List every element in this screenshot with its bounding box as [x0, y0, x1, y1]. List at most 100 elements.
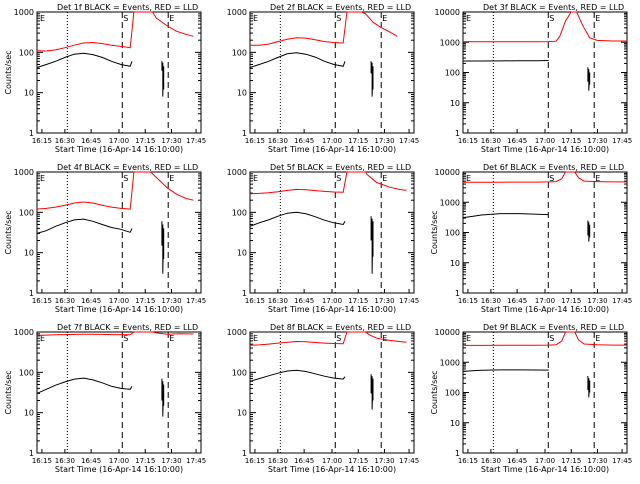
x-tick-label: 17:15	[135, 297, 155, 305]
x-tick-label: 17:00	[535, 457, 555, 465]
y-tick-label: 100	[232, 208, 247, 217]
marker-label-S: S	[549, 14, 554, 23]
y-tick-label: 10	[450, 419, 460, 428]
series-lld-line	[463, 171, 627, 183]
x-tick-label: 17:45	[612, 297, 632, 305]
x-axis-label: Start Time (16-Apr-14 16:10:00)	[268, 305, 396, 314]
marker-label-S: S	[336, 174, 341, 183]
x-tick-label: 16:15	[458, 137, 478, 145]
plot-frame	[462, 11, 628, 134]
series-events-line	[36, 52, 133, 68]
x-tick-label: 17:45	[612, 137, 632, 145]
chart-panel-6: Det 6f BLACK = Events, RED = LLD 1 10 100 10…	[430, 163, 632, 314]
x-axis-label: Start Time (16-Apr-14 16:10:00)	[268, 465, 396, 474]
x-tick-label: 16:45	[294, 137, 314, 145]
x-tick-label: 16:15	[32, 297, 52, 305]
y-tick-label: 10	[237, 89, 247, 98]
series-lld-line	[36, 171, 194, 210]
chart-panel-3: Det 3f BLACK = Events, RED = LLD 1 10 100 10…	[435, 3, 633, 154]
y-tick-label: 1	[29, 449, 34, 458]
chart-panel-9: Det 9f BLACK = Events, RED = LLD 1 10 100 10…	[430, 323, 632, 474]
series-events-line	[587, 376, 591, 398]
x-tick-label: 16:45	[81, 457, 101, 465]
y-tick-label: 100	[232, 48, 247, 57]
x-tick-label: 17:45	[186, 457, 206, 465]
plot-frame	[249, 171, 415, 294]
x-tick-label: 17:00	[109, 457, 129, 465]
x-tick-label: 16:30	[268, 297, 288, 305]
x-tick-label: 17:45	[399, 297, 419, 305]
x-tick-label: 16:30	[55, 297, 75, 305]
x-tick-label: 17:45	[612, 457, 632, 465]
chart-title: Det 3f BLACK = Events, RED = LLD	[483, 3, 624, 12]
marker-label-E: E	[595, 334, 600, 343]
series-lld-line	[250, 11, 398, 46]
y-tick-label: 100	[232, 368, 247, 377]
chart-title: Det 6f BLACK = Events, RED = LLD	[483, 163, 624, 172]
x-tick-label: 17:45	[186, 297, 206, 305]
x-tick-label: 17:30	[587, 457, 607, 465]
y-tick-label: 100	[19, 208, 34, 217]
x-tick-label: 17:30	[374, 457, 394, 465]
x-tick-label: 16:30	[268, 457, 288, 465]
x-tick-label: 16:45	[81, 297, 101, 305]
chart-title: Det 7f BLACK = Events, RED = LLD	[57, 323, 198, 332]
marker-label-S: S	[123, 14, 128, 23]
x-tick-label: 17:15	[348, 297, 368, 305]
y-tick-label: 1000	[227, 328, 247, 337]
chart-panel-4: Det 4f BLACK = Events, RED = LLD 1 10 100 10…	[4, 163, 206, 314]
chart-panel-8: Det 8f BLACK = Events, RED = LLD 1 10 100 10…	[227, 323, 420, 474]
x-tick-label: 16:15	[245, 297, 265, 305]
series-lld-line	[463, 331, 627, 346]
y-tick-label: 1	[455, 289, 460, 298]
x-tick-label: 17:45	[399, 457, 419, 465]
x-tick-label: 17:15	[135, 137, 155, 145]
series-events-line	[587, 67, 591, 91]
series-events-line	[161, 378, 165, 417]
plot-frame	[249, 331, 415, 454]
series-events-line	[462, 213, 549, 219]
y-axis-label: Counts/sec	[430, 210, 439, 254]
x-tick-label: 16:15	[245, 457, 265, 465]
y-tick-label: 10000	[435, 328, 460, 337]
series-lld-line	[36, 11, 194, 52]
y-tick-label: 1	[242, 129, 247, 138]
x-tick-label: 17:00	[322, 297, 342, 305]
y-tick-label: 1000	[227, 168, 247, 177]
marker-label-E: E	[253, 14, 258, 23]
x-tick-label: 17:00	[109, 137, 129, 145]
chart-title: Det 2f BLACK = Events, RED = LLD	[270, 3, 411, 12]
y-tick-label: 100	[19, 48, 34, 57]
marker-label-S: S	[336, 14, 341, 23]
x-tick-label: 17:15	[561, 297, 581, 305]
x-tick-label: 16:15	[458, 297, 478, 305]
series-lld-line	[249, 171, 407, 195]
y-tick-label: 1	[242, 289, 247, 298]
series-lld-line	[249, 331, 407, 346]
plot-frame	[36, 11, 202, 134]
marker-label-E: E	[253, 334, 258, 343]
marker-label-E: E	[169, 334, 174, 343]
x-tick-label: 16:45	[507, 137, 527, 145]
series-events-line	[249, 369, 346, 382]
series-events-line	[462, 369, 549, 372]
x-tick-label: 16:30	[481, 297, 501, 305]
x-tick-label: 16:30	[481, 457, 501, 465]
x-tick-label: 17:00	[535, 137, 555, 145]
x-tick-label: 16:30	[481, 137, 501, 145]
y-axis-label: Counts/sec	[4, 50, 13, 94]
x-tick-label: 17:00	[322, 137, 342, 145]
marker-label-E: E	[466, 334, 471, 343]
y-tick-label: 10	[24, 409, 34, 418]
x-tick-label: 16:45	[294, 297, 314, 305]
series-events-line	[161, 221, 165, 274]
marker-label-E: E	[40, 14, 45, 23]
marker-label-E: E	[40, 334, 45, 343]
series-events-line	[249, 211, 346, 227]
y-axis-label: Counts/sec	[430, 370, 439, 414]
x-axis-label: Start Time (16-Apr-14 16:10:00)	[268, 145, 396, 154]
marker-label-E: E	[466, 174, 471, 183]
marker-label-S: S	[123, 174, 128, 183]
marker-label-E: E	[253, 174, 258, 183]
y-tick-label: 1	[29, 129, 34, 138]
